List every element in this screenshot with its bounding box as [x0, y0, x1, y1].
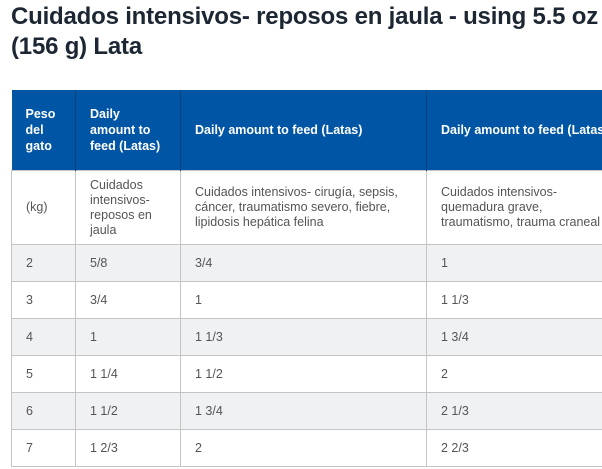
cell-weight: 3 [11, 281, 76, 319]
cell-cage-rest: 1 2/3 [75, 429, 181, 467]
subheader-row: (kg) Cuidados intensivos- reposos en jau… [11, 170, 602, 245]
cell-surgery-sepsis: 1 3/4 [180, 392, 427, 430]
cell-surgery-sepsis: 1 1/2 [180, 355, 427, 393]
cell-burns-trauma: 1 1/3 [426, 281, 602, 319]
cell-weight: 5 [11, 355, 76, 393]
subheader-burns-trauma: Cuidados intensivos- quemadura grave, tr… [426, 170, 602, 245]
header-daily-amount-2: Daily amount to feed (Latas) [180, 90, 427, 171]
cell-burns-trauma: 2 1/3 [426, 392, 602, 430]
cell-surgery-sepsis: 3/4 [180, 244, 427, 282]
cell-cage-rest: 1 1/2 [75, 392, 181, 430]
header-weight: Peso del gato [11, 90, 76, 171]
subheader-cage-rest: Cuidados intensivos- reposos en jaula [75, 170, 181, 245]
table-row: 2 5/8 3/4 1 [11, 244, 602, 282]
subheader-unit: (kg) [11, 170, 76, 245]
cell-cage-rest: 1 [75, 318, 181, 356]
cell-burns-trauma: 1 3/4 [426, 318, 602, 356]
header-row: Peso del gato Daily amount to feed (Lata… [11, 90, 602, 171]
subheader-surgery-sepsis: Cuidados intensivos- cirugía, sepsis, cá… [180, 170, 427, 245]
cell-burns-trauma: 2 2/3 [426, 429, 602, 467]
header-daily-amount-3: Daily amount to feed (Latas) [426, 90, 602, 171]
cell-surgery-sepsis: 1 1/3 [180, 318, 427, 356]
page-title: Cuidados intensivos- reposos en jaula - … [11, 3, 599, 60]
feeding-table: Peso del gato Daily amount to feed (Lata… [11, 90, 602, 467]
cell-cage-rest: 5/8 [75, 244, 181, 282]
cell-weight: 2 [11, 244, 76, 282]
cell-weight: 7 [11, 429, 76, 467]
cell-cage-rest: 3/4 [75, 281, 181, 319]
header-daily-amount-1: Daily amount to feed (Latas) [75, 90, 181, 171]
table-row: 3 3/4 1 1 1/3 [11, 281, 602, 319]
cell-surgery-sepsis: 2 [180, 429, 427, 467]
cell-burns-trauma: 1 [426, 244, 602, 282]
cell-cage-rest: 1 1/4 [75, 355, 181, 393]
cell-burns-trauma: 2 [426, 355, 602, 393]
cell-weight: 4 [11, 318, 76, 356]
cell-surgery-sepsis: 1 [180, 281, 427, 319]
cell-weight: 6 [11, 392, 76, 430]
